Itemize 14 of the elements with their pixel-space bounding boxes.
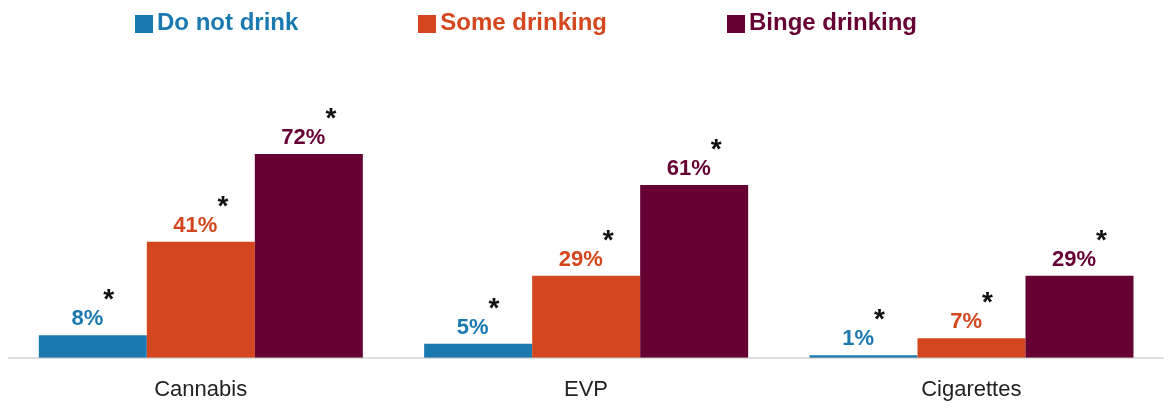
x-tick-label: Cannabis xyxy=(154,375,248,401)
bar xyxy=(532,275,641,358)
legend-label: Do not drink xyxy=(156,8,299,35)
bar xyxy=(917,338,1026,358)
x-tick-label: Cigarettes xyxy=(921,375,1022,401)
x-tick-label: EVP xyxy=(563,375,609,401)
bar xyxy=(254,153,363,358)
bar xyxy=(1025,275,1134,358)
legend-label: Binge drinking xyxy=(749,8,917,35)
legend-label: Some drinking xyxy=(440,8,607,35)
bar xyxy=(424,343,533,358)
bar xyxy=(146,241,255,358)
bar xyxy=(640,185,749,358)
bar xyxy=(38,335,147,358)
